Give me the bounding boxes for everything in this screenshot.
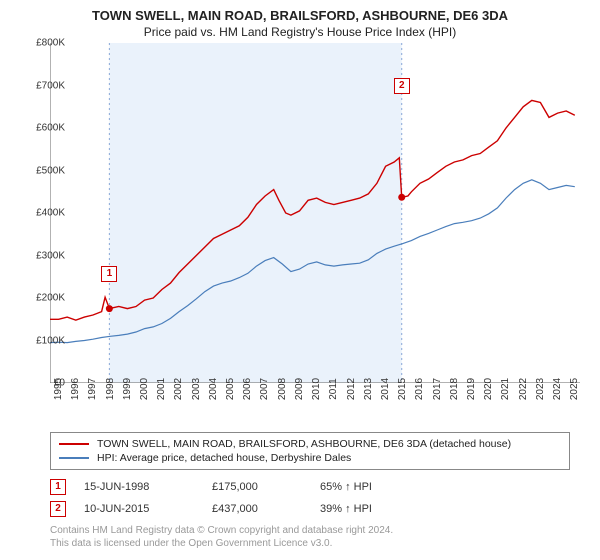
xtick-label: 2011 xyxy=(328,378,339,400)
xtick-label: 2023 xyxy=(535,378,546,400)
xtick-label: 2022 xyxy=(518,378,529,400)
chart-title: TOWN SWELL, MAIN ROAD, BRAILSFORD, ASHBO… xyxy=(0,0,600,23)
xtick-label: 2001 xyxy=(156,378,167,400)
chart-area xyxy=(50,43,580,383)
xtick-label: 2014 xyxy=(380,378,391,400)
xtick-label: 2004 xyxy=(208,378,219,400)
xtick-label: 2000 xyxy=(139,378,150,400)
xtick-label: 2008 xyxy=(277,378,288,400)
event-pct-2: 39% ↑ HPI xyxy=(320,503,410,515)
xtick-label: 2005 xyxy=(225,378,236,400)
attribution-line1: Contains HM Land Registry data © Crown c… xyxy=(50,524,393,537)
legend-swatch-property xyxy=(59,443,89,445)
attribution-line2: This data is licensed under the Open Gov… xyxy=(50,537,393,550)
xtick-label: 2015 xyxy=(397,378,408,400)
xtick-label: 2013 xyxy=(363,378,374,400)
xtick-label: 2020 xyxy=(483,378,494,400)
event-date-2: 10-JUN-2015 xyxy=(84,503,194,515)
event-date-1: 15-JUN-1998 xyxy=(84,481,194,493)
ytick-label: £600K xyxy=(5,123,65,134)
event-row-1: 1 15-JUN-1998 £175,000 65% ↑ HPI xyxy=(50,476,410,498)
chart-marker-2: 2 xyxy=(394,78,410,94)
legend-label-hpi: HPI: Average price, detached house, Derb… xyxy=(97,452,351,464)
xtick-label: 1997 xyxy=(87,378,98,400)
ytick-label: £500K xyxy=(5,165,65,176)
event-price-2: £437,000 xyxy=(212,503,302,515)
xtick-label: 2003 xyxy=(191,378,202,400)
event-price-1: £175,000 xyxy=(212,481,302,493)
ytick-label: £800K xyxy=(5,38,65,49)
ytick-label: £0 xyxy=(5,378,65,389)
xtick-label: 1998 xyxy=(105,378,116,400)
xtick-label: 2017 xyxy=(432,378,443,400)
attribution: Contains HM Land Registry data © Crown c… xyxy=(50,524,393,550)
event-marker-1: 1 xyxy=(50,479,66,495)
xtick-label: 2018 xyxy=(449,378,460,400)
xtick-label: 2016 xyxy=(414,378,425,400)
xtick-label: 2021 xyxy=(500,378,511,400)
event-row-2: 2 10-JUN-2015 £437,000 39% ↑ HPI xyxy=(50,498,410,520)
legend: TOWN SWELL, MAIN ROAD, BRAILSFORD, ASHBO… xyxy=(50,432,570,470)
ytick-label: £700K xyxy=(5,80,65,91)
xtick-label: 2012 xyxy=(346,378,357,400)
legend-swatch-hpi xyxy=(59,457,89,459)
xtick-label: 1996 xyxy=(70,378,81,400)
legend-row-property: TOWN SWELL, MAIN ROAD, BRAILSFORD, ASHBO… xyxy=(59,437,561,451)
legend-label-property: TOWN SWELL, MAIN ROAD, BRAILSFORD, ASHBO… xyxy=(97,438,511,450)
event-rows: 1 15-JUN-1998 £175,000 65% ↑ HPI 2 10-JU… xyxy=(50,476,410,520)
xtick-label: 2025 xyxy=(569,378,580,400)
xtick-label: 1999 xyxy=(122,378,133,400)
xtick-label: 2019 xyxy=(466,378,477,400)
xtick-label: 2010 xyxy=(311,378,322,400)
ytick-label: £300K xyxy=(5,250,65,261)
event-marker-2: 2 xyxy=(50,501,66,517)
xtick-label: 2002 xyxy=(173,378,184,400)
xtick-label: 2024 xyxy=(552,378,563,400)
xtick-label: 2006 xyxy=(242,378,253,400)
chart-marker-1: 1 xyxy=(101,266,117,282)
xtick-label: 2007 xyxy=(259,378,270,400)
legend-row-hpi: HPI: Average price, detached house, Derb… xyxy=(59,451,561,465)
xtick-label: 2009 xyxy=(294,378,305,400)
ytick-label: £200K xyxy=(5,293,65,304)
chart-svg xyxy=(50,43,580,383)
chart-subtitle: Price paid vs. HM Land Registry's House … xyxy=(0,23,600,43)
event-pct-1: 65% ↑ HPI xyxy=(320,481,410,493)
ytick-label: £100K xyxy=(5,335,65,346)
ytick-label: £400K xyxy=(5,208,65,219)
